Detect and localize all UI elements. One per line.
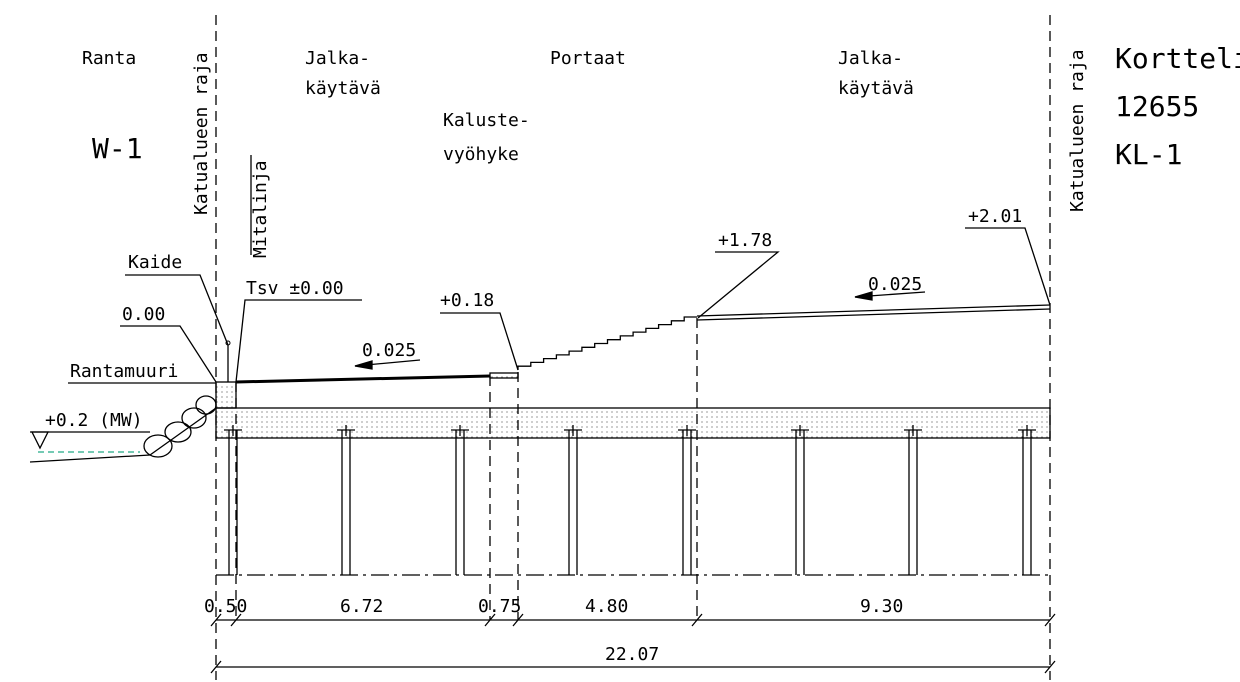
- dimension-label: 22.07: [605, 644, 659, 665]
- structure: [29, 15, 1056, 680]
- level-label: +1.78: [718, 230, 772, 251]
- part-label: Rantamuuri: [70, 361, 178, 382]
- zone-label: Kortteli: [1115, 42, 1240, 75]
- part-label: Kaide: [128, 252, 182, 273]
- labels: Ranta W-1 Jalka- käytävä Portaat Kaluste…: [45, 42, 1240, 665]
- zone-label: 12655: [1115, 90, 1199, 123]
- zone-code: W-1: [92, 132, 143, 165]
- zone-label: käytävä: [838, 78, 914, 99]
- boundary-label: Katualueen raja: [191, 52, 212, 215]
- dimension-label: 0.75: [478, 596, 521, 617]
- dimension-label: 0.50: [204, 596, 247, 617]
- boundary-label: Katualueen raja: [1067, 49, 1088, 212]
- dimension-label: 6.72: [340, 596, 383, 617]
- dimension-label: 9.30: [860, 596, 903, 617]
- zone-label: Jalka-: [838, 48, 903, 69]
- zone-label: Jalka-: [305, 48, 370, 69]
- level-label: +0.2 (MW): [45, 410, 143, 431]
- zone-label: käytävä: [305, 78, 381, 99]
- zone-label: KL-1: [1115, 138, 1182, 171]
- slope-label: 0.025: [362, 340, 416, 361]
- dimension-label: 4.80: [585, 596, 628, 617]
- level-label: 0.00: [122, 304, 165, 325]
- level-label: Tsv ±0.00: [246, 278, 344, 299]
- zone-label: vyöhyke: [443, 144, 519, 165]
- zone-label: Kaluste-: [443, 110, 530, 131]
- zone-label: Ranta: [82, 48, 136, 69]
- level-label: +0.18: [440, 290, 494, 311]
- survey-line-label: Mitalinja: [250, 160, 271, 258]
- level-label: +2.01: [968, 206, 1022, 227]
- zone-label: Portaat: [550, 48, 626, 69]
- slope-label: 0.025: [868, 274, 922, 295]
